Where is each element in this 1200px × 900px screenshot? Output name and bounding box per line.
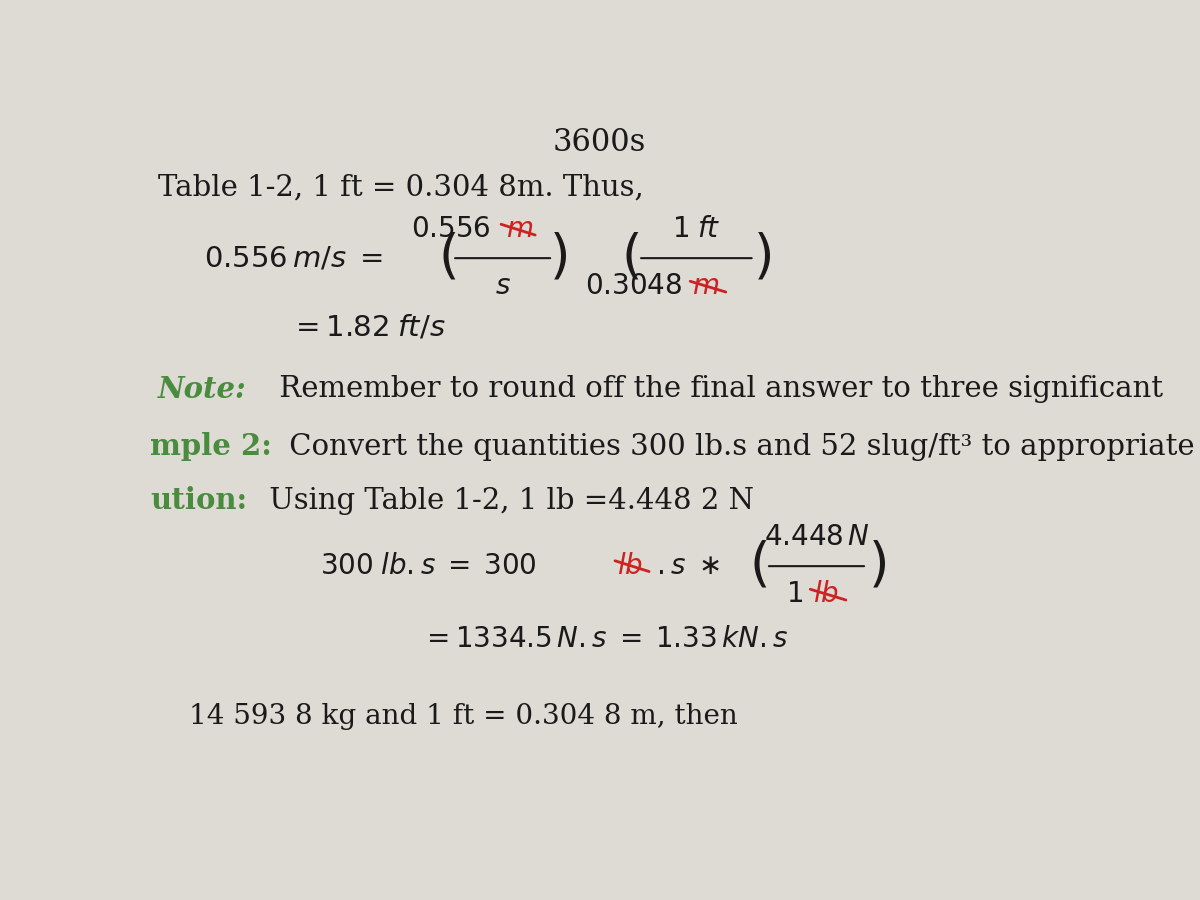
Text: $1\;ft$: $1\;ft$ (672, 216, 721, 243)
Text: $0.3048$: $0.3048$ (586, 273, 683, 300)
Text: $)$: $)$ (868, 541, 886, 591)
Text: $($: $($ (438, 232, 456, 284)
Text: $300\;lb.s\;=\;300\;$: $300\;lb.s\;=\;300\;$ (320, 553, 538, 580)
Text: 14 593 8 kg and 1 ft = 0.304 8 m, then: 14 593 8 kg and 1 ft = 0.304 8 m, then (188, 703, 738, 730)
Text: $\;.s\;\ast$: $\;.s\;\ast$ (649, 553, 720, 580)
Text: $($: $($ (622, 232, 640, 284)
Text: $s$: $s$ (494, 273, 510, 300)
Text: Using Table 1-2, 1 lb =4.448 2 N: Using Table 1-2, 1 lb =4.448 2 N (260, 487, 754, 515)
Text: Note:: Note: (157, 374, 246, 403)
Text: $= 1334.5\,N.s\;=\;1.33\,kN.s$: $= 1334.5\,N.s\;=\;1.33\,kN.s$ (421, 626, 788, 652)
Text: Convert the quantities 300 lb.s and 52 slug/ft³ to appropriate S: Convert the quantities 300 lb.s and 52 s… (281, 433, 1200, 461)
Text: Remember to round off the final answer to three significant: Remember to round off the final answer t… (270, 375, 1163, 403)
Text: $lb$: $lb$ (812, 581, 839, 608)
Text: $0.556\,m/s\;=$: $0.556\,m/s\;=$ (204, 244, 383, 272)
Text: $1\;$: $1\;$ (786, 581, 803, 608)
Text: $($: $($ (749, 541, 768, 591)
Text: $= 1.82\;ft/s$: $= 1.82\;ft/s$ (289, 313, 445, 341)
Text: $)$: $)$ (754, 232, 772, 284)
Text: $)$: $)$ (550, 232, 568, 284)
Text: $m$: $m$ (506, 216, 534, 243)
Text: $m$: $m$ (692, 273, 720, 300)
Text: $0.556$: $0.556$ (412, 216, 491, 243)
Text: mple 2:: mple 2: (150, 432, 272, 462)
Text: $4.448\,N$: $4.448\,N$ (763, 524, 870, 551)
Text: ution:: ution: (150, 486, 247, 515)
Text: Table 1-2, 1 ft = 0.304 8m. Thus,: Table 1-2, 1 ft = 0.304 8m. Thus, (157, 174, 643, 202)
Text: $lb$: $lb$ (617, 553, 642, 580)
Text: 3600s: 3600s (553, 127, 646, 158)
